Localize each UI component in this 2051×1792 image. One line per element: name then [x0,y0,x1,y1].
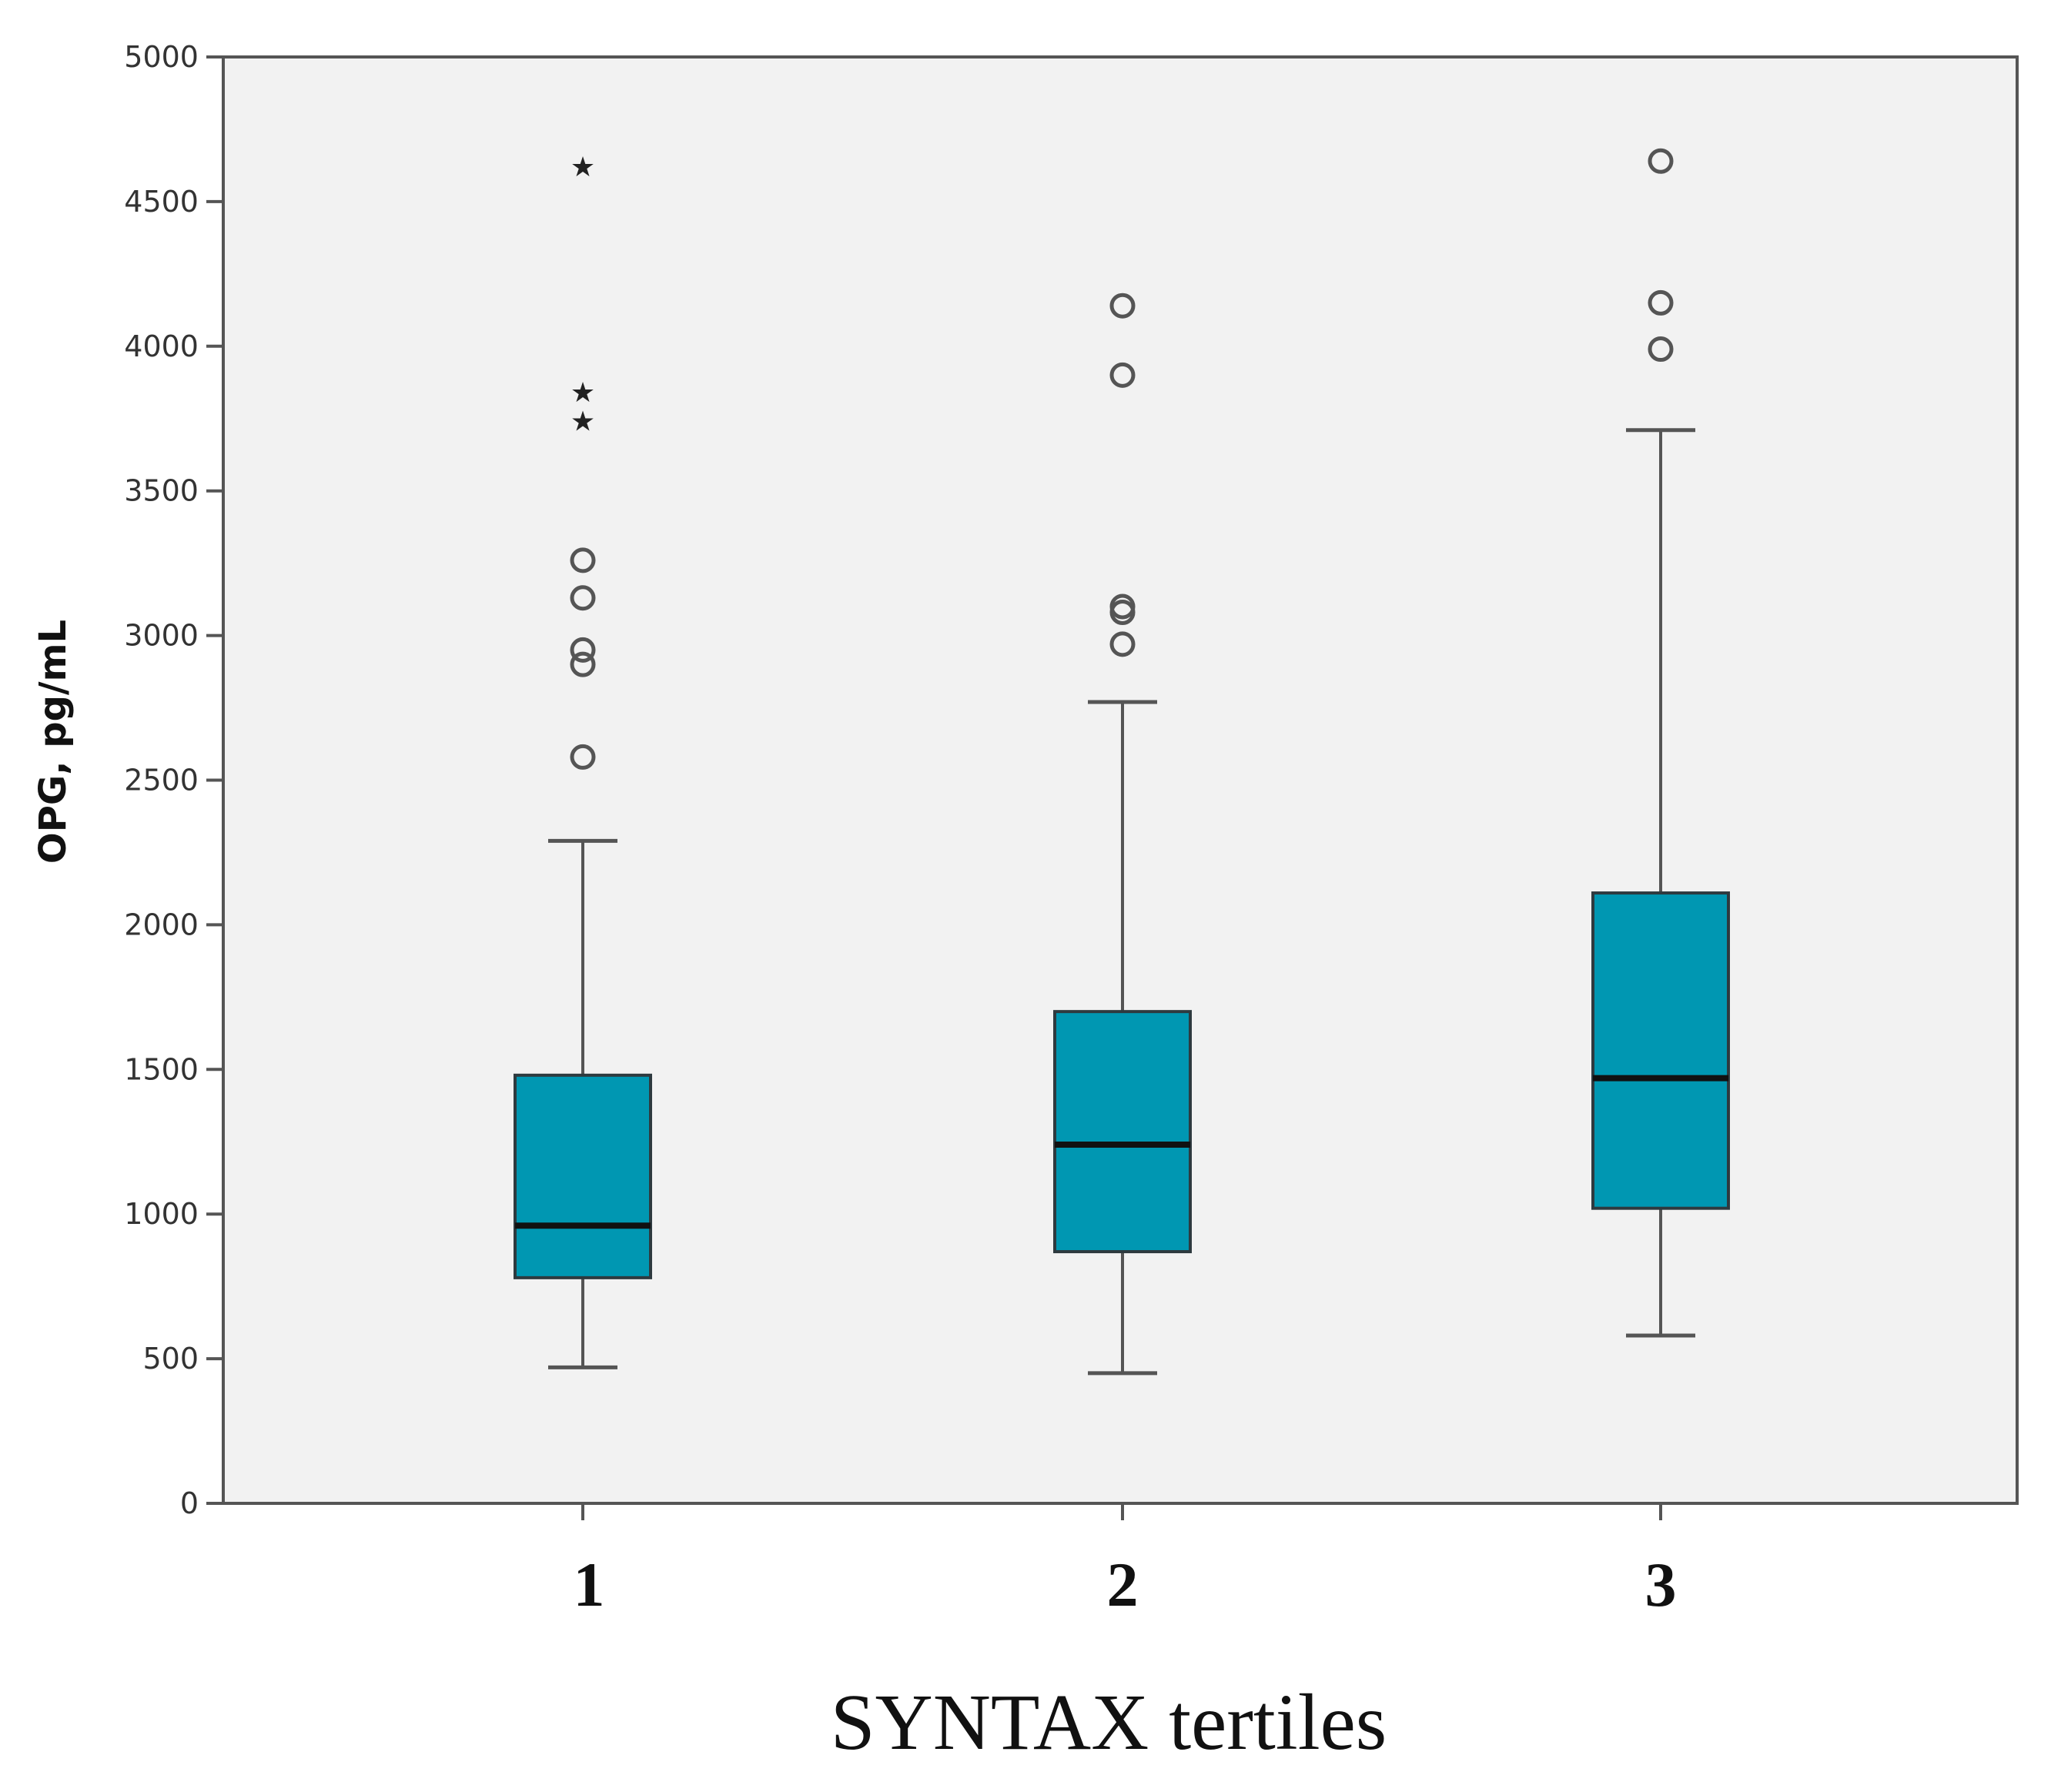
outlier-point [570,744,596,770]
x-tick-label: 1 [574,1550,605,1620]
x-axis-ticks: 1 2 3 [574,1503,1677,1620]
y-tick-label: 500 [142,1342,199,1376]
outlier-point [1109,293,1136,319]
outlier-point [1109,593,1136,620]
box-group-3 [1591,148,1730,1338]
y-tick-label: 1500 [124,1052,199,1086]
x-tick-label: 3 [1645,1550,1677,1620]
iqr-box [1591,891,1730,1210]
outlier-point [1648,148,1674,174]
extreme-point: ★ [570,377,595,409]
x-tick-label: 2 [1107,1550,1139,1620]
extreme-point: ★ [570,152,595,183]
outlier-point [1109,362,1136,388]
y-tick-label: 0 [180,1486,199,1520]
outlier-point [1648,289,1674,316]
y-tick-label: 4000 [124,329,199,363]
y-tick-label: 3000 [124,619,199,653]
x-axis-label: SYNTAX tertiles [831,1678,1387,1767]
outlier-point [570,585,596,611]
box-series: ★★★ [514,148,1730,1376]
box-group-1: ★★★ [514,152,652,1369]
y-tick-label: 2500 [124,764,199,797]
plot-area [222,55,2019,1505]
outlier-point [570,651,596,677]
outlier-point [1109,631,1136,657]
outlier-point [1648,336,1674,363]
iqr-box [1053,1010,1192,1254]
y-tick-label: 3500 [124,474,199,508]
y-axis-ticks: 0 500 1000 1500 2000 2500 3000 3500 4000 4500 5000 [124,40,223,1520]
iqr-box [514,1073,652,1279]
outlier-point [570,547,596,573]
y-tick-label: 1000 [124,1197,199,1231]
y-tick-label: 5000 [124,40,199,74]
y-tick-label: 4500 [124,185,199,219]
y-tick-label: 2000 [124,908,199,941]
outlier-point [570,637,596,663]
extreme-point: ★ [570,406,595,438]
y-axis-label: OPG, pg/mL [32,620,75,864]
box-group-2 [1053,293,1192,1376]
